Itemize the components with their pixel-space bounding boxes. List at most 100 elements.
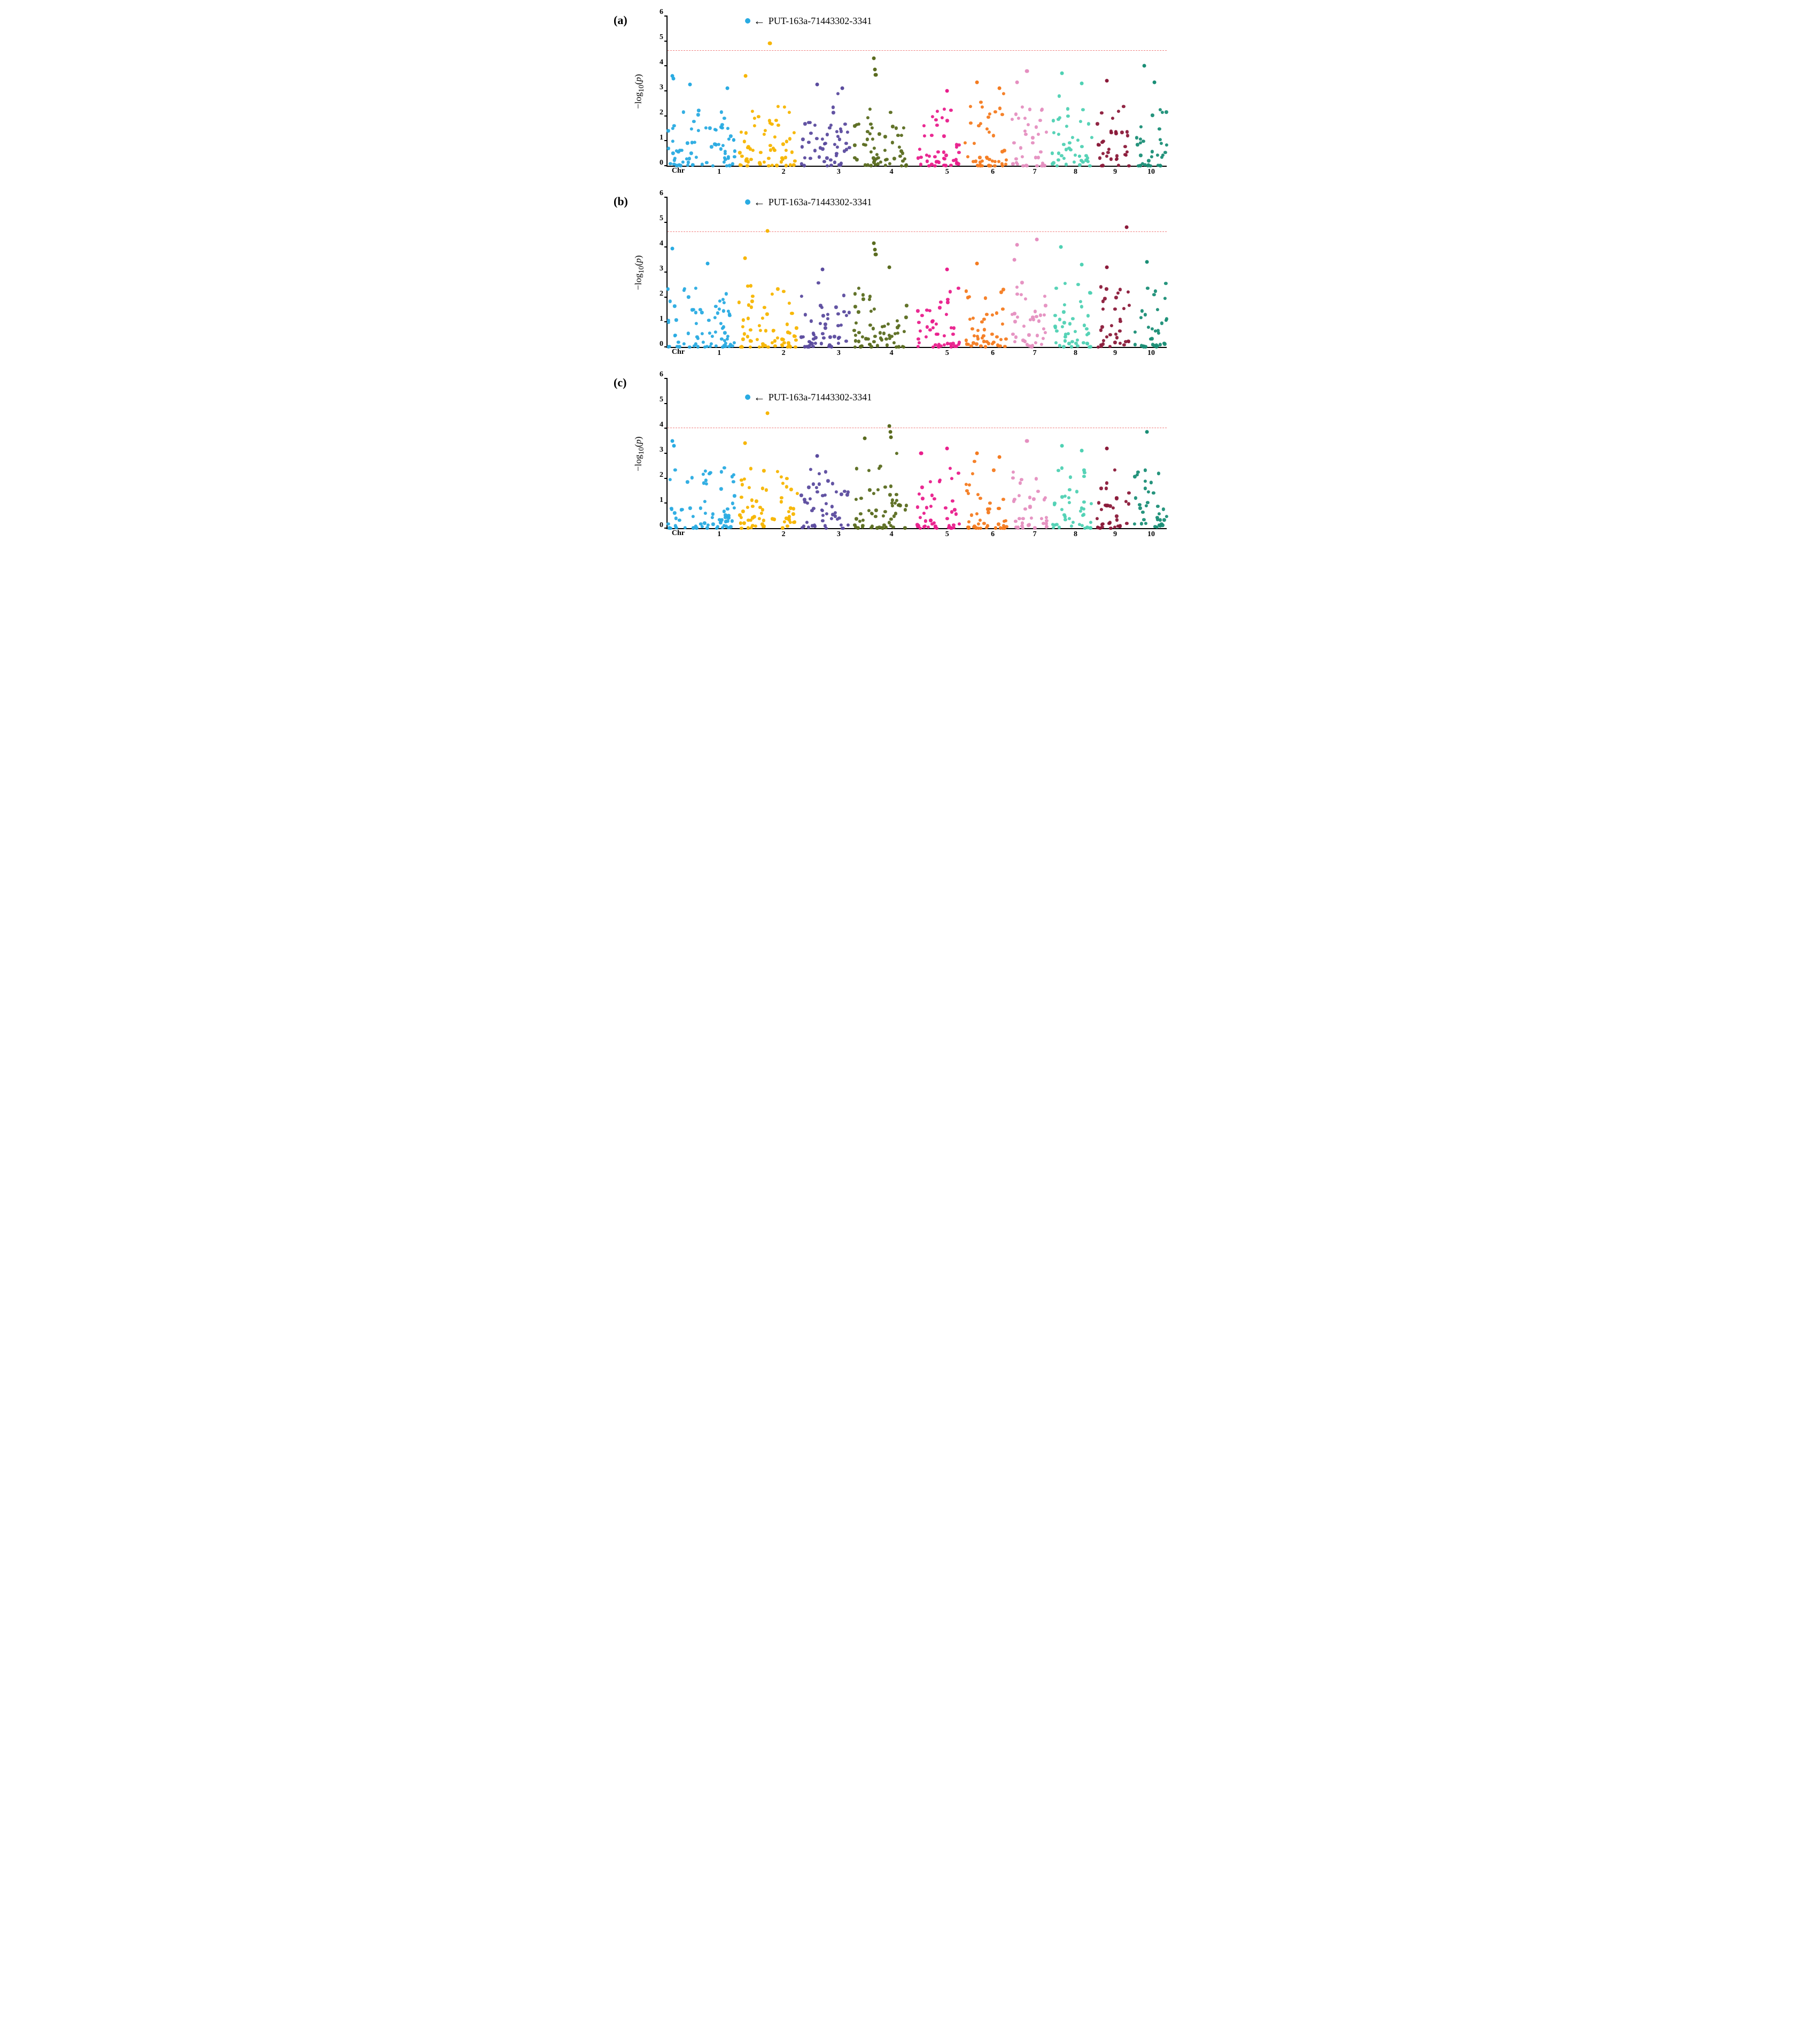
snp-point [767,157,770,160]
snp-point [673,157,676,160]
snp-point [883,135,887,138]
snp-point [982,522,986,525]
y-tick-mark [664,453,668,454]
snp-point [957,287,960,290]
snp-point [1164,282,1167,285]
snp-point [1040,343,1043,346]
snp-point [979,122,982,125]
snp-point [950,477,953,480]
snp-point [872,492,875,495]
snp-point [1136,470,1139,474]
snp-point [1120,131,1123,134]
y-tick-label: 2 [660,290,663,298]
snp-point [1157,471,1160,475]
snp-point [761,486,764,490]
snp-point [1054,287,1058,290]
snp-point [818,472,821,475]
snp-point [1111,506,1114,509]
y-tick-label: 2 [660,109,663,117]
x-tick-label: 7 [1033,349,1037,358]
snp-point [949,467,952,470]
snp-point [1159,138,1162,141]
snp-outlier-point [1025,439,1029,443]
snp-point [733,506,736,509]
snp-outlier-point [945,446,949,450]
snp-point [687,161,690,164]
snp-point [738,300,741,304]
snp-point [925,160,928,163]
snp-point [776,105,779,108]
snp-point [1087,332,1090,335]
snp-point [1002,498,1005,501]
snp-point [714,330,717,334]
snp-point [786,524,789,528]
snp-point [740,495,743,499]
snp-point [805,521,809,524]
snp-point [718,307,721,311]
snp-point [1019,293,1022,296]
snp-point [1115,518,1118,521]
snp-point [802,524,805,528]
snp-point [819,322,822,325]
snp-point [780,344,784,347]
snp-outlier-point [1013,258,1017,261]
snp-point [889,485,893,488]
snp-point [847,523,850,527]
snp-point [1082,500,1085,504]
snp-point [795,492,798,495]
snp-point [929,519,932,522]
snp-point [748,486,751,489]
y-tick-mark [664,297,668,298]
snp-point [714,143,717,146]
snp-point [803,122,807,125]
y-axis-label: −log10(p) [632,378,647,529]
snp-point [671,140,674,143]
x-tick-label: 6 [991,349,995,358]
snp-point [809,497,812,500]
snp-point [1058,95,1061,98]
snp-point [1024,133,1027,136]
snp-point [745,131,748,134]
snp-point [1068,476,1072,479]
y-tick-label: 6 [660,189,663,197]
snp-point [938,306,941,309]
snp-point [719,322,722,325]
snp-point [1161,153,1165,157]
snp-point [785,485,788,489]
snp-point [979,518,982,522]
snp-outlier-point [1015,80,1019,84]
snp-outlier-point [765,412,769,415]
snp-point [819,342,823,345]
snp-point [722,510,725,513]
snp-point [711,522,715,525]
snp-point [772,329,775,332]
snp-point [1076,138,1079,142]
snp-point [838,516,841,520]
snp-point [1032,498,1035,501]
snp-point [1064,518,1067,521]
snp-point [1156,505,1159,508]
snp-point [788,137,792,140]
snp-point [729,525,732,528]
snp-point [1027,123,1030,126]
arrow-left-icon: ← [754,196,765,208]
snp-point [1090,502,1093,505]
x-tick-label: 3 [837,168,841,176]
snp-point [726,507,729,510]
y-tick-label: 5 [660,214,663,222]
snp-point [1079,120,1082,123]
x-axis-prefix-label: Chr [663,348,687,360]
x-tick-label: 9 [1113,349,1117,358]
snp-point [683,526,686,529]
snp-point [905,304,908,307]
snp-point [1139,141,1142,144]
snp-outlier-point [872,242,875,245]
snp-point [1021,521,1024,524]
snp-point [890,335,894,338]
snp-point [1012,141,1015,144]
snp-point [1023,117,1027,120]
snp-point [896,134,900,137]
snp-point [822,336,825,339]
snp-point [920,314,924,317]
snp-point [1102,307,1105,311]
